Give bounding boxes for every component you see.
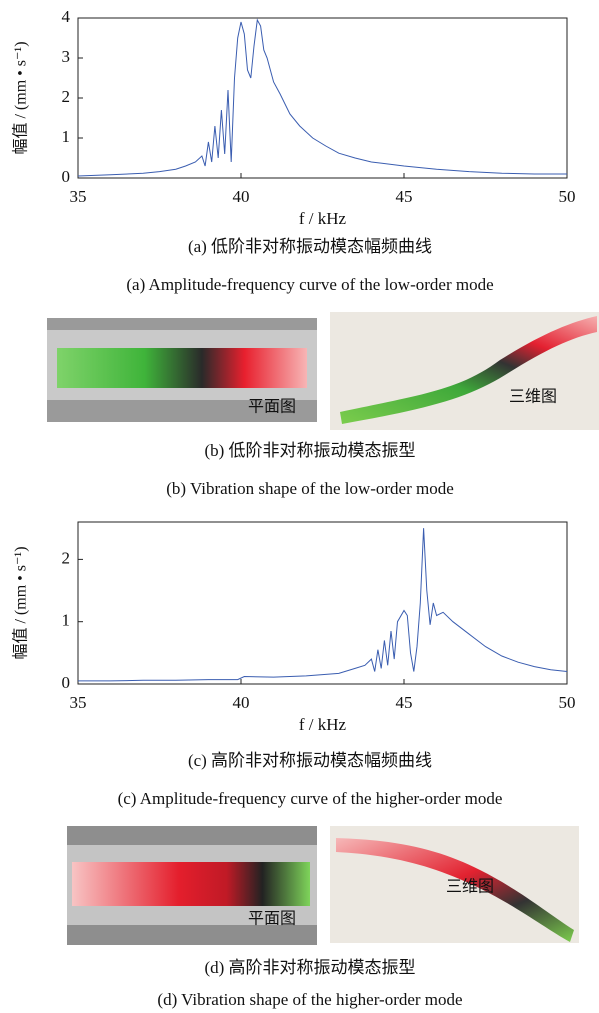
caption-en: (b) Vibration shape of the low-order mod… <box>166 479 454 498</box>
3d-view-image <box>330 312 599 430</box>
x-tick-label: 50 <box>559 187 576 206</box>
x-tick-label: 45 <box>396 187 413 206</box>
y-tick-label: 0 <box>62 167 71 186</box>
3d-label: 三维图 <box>446 878 494 896</box>
plot-frame <box>77 17 568 179</box>
y-axis-label: 幅值 / (mm • s⁻¹) <box>12 546 30 659</box>
plan-view-image <box>47 318 317 422</box>
x-tick-label: 35 <box>70 187 87 206</box>
x-axis-label: f / kHz <box>299 715 347 734</box>
caption-en: (a) Amplitude-frequency curve of the low… <box>126 275 493 294</box>
y-tick-label: 0 <box>62 673 71 692</box>
caption-en: (d) Vibration shape of the higher-order … <box>157 990 462 1009</box>
plan-label: 平面图 <box>248 399 296 416</box>
caption-cn: (a) 低阶非对称振动模态幅频曲线 <box>188 237 432 256</box>
y-tick-label: 3 <box>62 47 71 66</box>
x-tick-label: 35 <box>70 693 87 712</box>
caption-cn: (b) 低阶非对称振动模态振型 <box>204 441 415 460</box>
plot-frame <box>77 521 568 685</box>
y-tick-label: 1 <box>62 127 71 146</box>
x-tick-label: 45 <box>396 693 413 712</box>
x-tick-label: 40 <box>233 187 250 206</box>
3d-label: 三维图 <box>509 388 557 406</box>
3d-view-image <box>330 826 579 943</box>
y-tick-label: 4 <box>62 7 71 26</box>
y-tick-label: 1 <box>62 611 71 630</box>
y-tick-label: 2 <box>62 87 71 106</box>
y-tick-label: 2 <box>62 548 71 567</box>
data-line <box>78 528 568 682</box>
x-axis-label: f / kHz <box>299 209 347 228</box>
caption-cn: (d) 高阶非对称振动模态振型 <box>204 958 415 977</box>
data-line <box>77 18 567 177</box>
plan-label: 平面图 <box>248 911 296 928</box>
plan-view-image <box>67 826 317 945</box>
caption-cn: (c) 高阶非对称振动模态幅频曲线 <box>188 751 432 770</box>
x-tick-label: 50 <box>559 693 576 712</box>
y-axis-label: 幅值 / (mm • s⁻¹) <box>12 41 30 154</box>
x-tick-label: 40 <box>233 693 250 712</box>
caption-en: (c) Amplitude-frequency curve of the hig… <box>118 789 503 808</box>
